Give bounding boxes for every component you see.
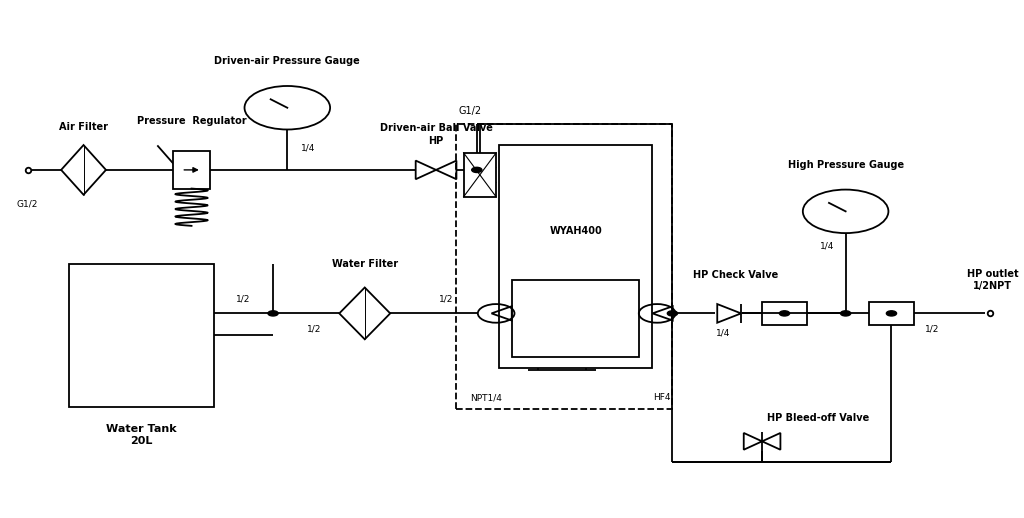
Text: Driven-air Ball Valve: Driven-air Ball Valve — [380, 123, 493, 134]
Circle shape — [268, 311, 279, 316]
Text: High Pressure Gauge: High Pressure Gauge — [787, 160, 904, 170]
Text: HF4: HF4 — [653, 393, 671, 402]
Text: 1/2: 1/2 — [439, 294, 454, 304]
Text: 1/2: 1/2 — [306, 324, 321, 334]
Text: WYAH400: WYAH400 — [549, 225, 602, 236]
Text: 1/4: 1/4 — [716, 328, 730, 338]
Text: HP Bleed-off Valve: HP Bleed-off Valve — [767, 413, 869, 423]
Circle shape — [779, 311, 790, 316]
Text: 1/2: 1/2 — [237, 294, 251, 304]
Text: Water Filter: Water Filter — [332, 259, 397, 269]
Bar — [869, 302, 913, 325]
Circle shape — [887, 311, 897, 316]
Circle shape — [841, 311, 851, 316]
Circle shape — [668, 311, 678, 316]
Text: HP: HP — [428, 136, 443, 147]
Text: Water Tank
20L: Water Tank 20L — [106, 424, 177, 446]
Text: HP Check Valve: HP Check Valve — [693, 269, 778, 280]
Bar — [500, 145, 652, 368]
Text: HP outlet
1/2NPT: HP outlet 1/2NPT — [967, 269, 1018, 291]
Text: 1/2: 1/2 — [925, 324, 939, 334]
Text: 1/4: 1/4 — [300, 143, 314, 153]
Bar — [173, 151, 210, 189]
Bar — [464, 153, 497, 197]
Text: 1/4: 1/4 — [820, 241, 835, 251]
Text: Pressure  Regulator: Pressure Regulator — [137, 116, 247, 126]
Text: NPT1/4: NPT1/4 — [470, 393, 502, 402]
Bar — [457, 124, 673, 409]
Bar — [762, 302, 807, 325]
Bar — [70, 264, 214, 407]
Text: Air Filter: Air Filter — [59, 122, 109, 133]
Circle shape — [472, 167, 482, 172]
Text: Driven-air Pressure Gauge: Driven-air Pressure Gauge — [214, 56, 360, 66]
Bar — [512, 280, 639, 357]
Text: G1/2: G1/2 — [459, 106, 481, 117]
Text: G1/2: G1/2 — [16, 199, 38, 208]
